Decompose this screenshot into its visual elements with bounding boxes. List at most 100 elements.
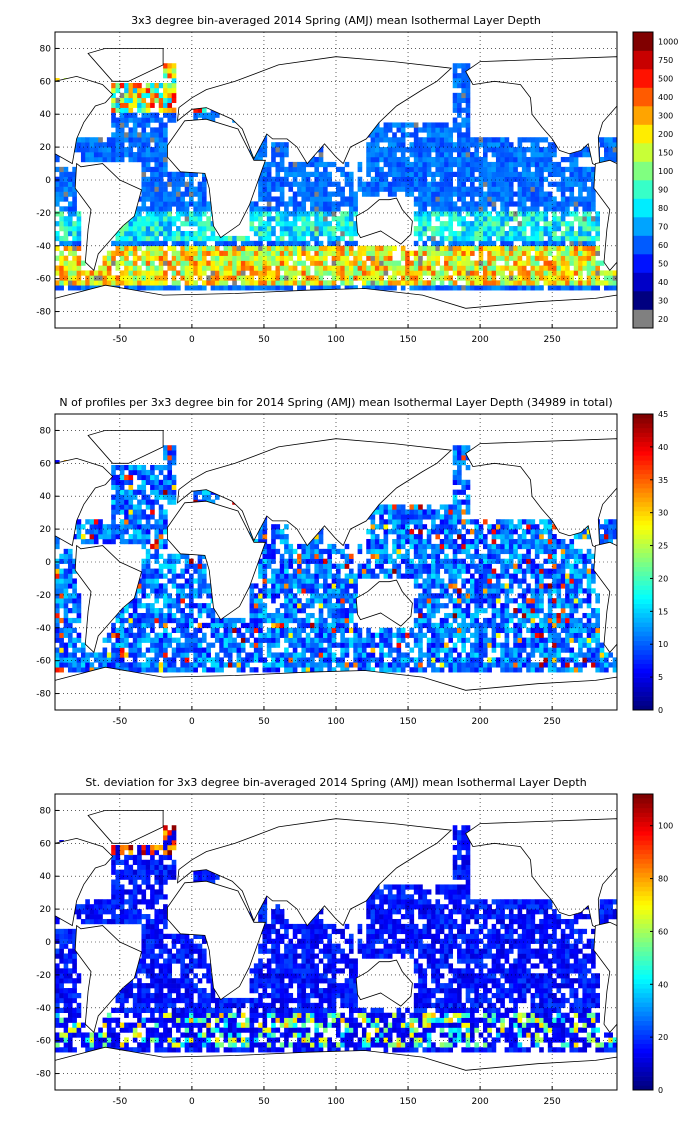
data-cell [59,662,64,667]
data-cell [116,251,121,256]
data-cell [120,132,125,137]
data-cell [250,618,255,623]
data-cell [85,157,90,162]
data-cell [120,83,125,88]
data-cell [388,266,393,271]
data-cell [535,137,540,142]
data-cell [418,127,423,132]
data-cell [505,236,510,241]
data-cell [587,206,592,211]
data-cell [327,549,332,554]
data-cell [466,192,471,197]
data-cell [163,613,168,618]
data-cell [453,266,458,271]
data-cell [263,285,268,290]
data-cell [505,211,510,216]
data-cell [397,157,402,162]
data-cell [531,270,536,275]
data-cell [133,122,138,127]
data-cell [397,529,402,534]
data-cell [362,187,367,192]
data-cell [198,285,203,290]
data-cell [513,172,518,177]
data-cell [98,519,103,524]
data-cell [319,623,324,628]
data-cell [414,519,419,524]
data-cell [159,633,164,638]
data-cell [280,618,285,623]
data-cell [167,490,172,495]
data-cell [349,192,354,197]
data-cell [258,598,263,603]
data-cell [332,251,337,256]
data-cell [250,280,255,285]
data-cell [483,147,488,152]
data-cell [284,623,289,628]
data-cell [345,638,350,643]
data-cell [600,261,605,266]
data-cell [198,613,203,618]
data-cell [353,275,358,280]
data-cell [414,201,419,206]
data-cell [427,246,432,251]
data-cell [388,256,393,261]
data-cell [59,196,64,201]
data-cell [483,246,488,251]
data-cell [288,221,293,226]
data-cell [340,187,345,192]
data-cell [509,246,514,251]
data-cell [548,152,553,157]
data-cell [275,167,280,172]
data-cell [176,652,181,657]
data-cell [111,509,116,514]
data-cell [448,285,453,290]
data-cell [150,206,155,211]
data-cell [306,588,311,593]
data-cell [224,256,229,261]
data-cell [397,667,402,672]
data-cell [116,534,121,539]
data-cell [505,162,510,167]
data-cell [258,196,263,201]
data-cell [427,256,432,261]
data-cell [479,142,484,147]
data-cell [487,196,492,201]
data-cell [275,162,280,167]
data-cell [453,211,458,216]
data-cell [146,524,151,529]
data-cell [59,667,64,672]
data-cell [159,132,164,137]
data-cell [232,275,237,280]
data-cell [310,559,315,564]
data-cell [487,147,492,152]
data-cell [319,643,324,648]
data-cell [120,270,125,275]
data-cell [267,549,272,554]
data-cell [544,246,549,251]
data-cell [518,285,523,290]
data-cell [77,241,82,246]
data-cell [284,544,289,549]
data-cell [358,251,363,256]
data-cell [189,588,194,593]
data-cell [608,270,613,275]
data-cell [422,667,427,672]
data-cell [137,142,142,147]
data-cell [301,603,306,608]
data-cell [582,221,587,226]
data-cell [435,261,440,266]
data-cell [275,652,280,657]
data-cell [176,216,181,221]
data-cell [379,662,384,667]
data-cell [59,206,64,211]
data-cell [154,593,159,598]
data-cell [306,182,311,187]
data-cell [284,638,289,643]
data-cell [172,251,177,256]
data-cell [375,137,380,142]
data-cell [388,137,393,142]
data-cell [64,662,69,667]
data-cell [263,256,268,261]
data-cell [150,470,155,475]
data-cell [535,167,540,172]
